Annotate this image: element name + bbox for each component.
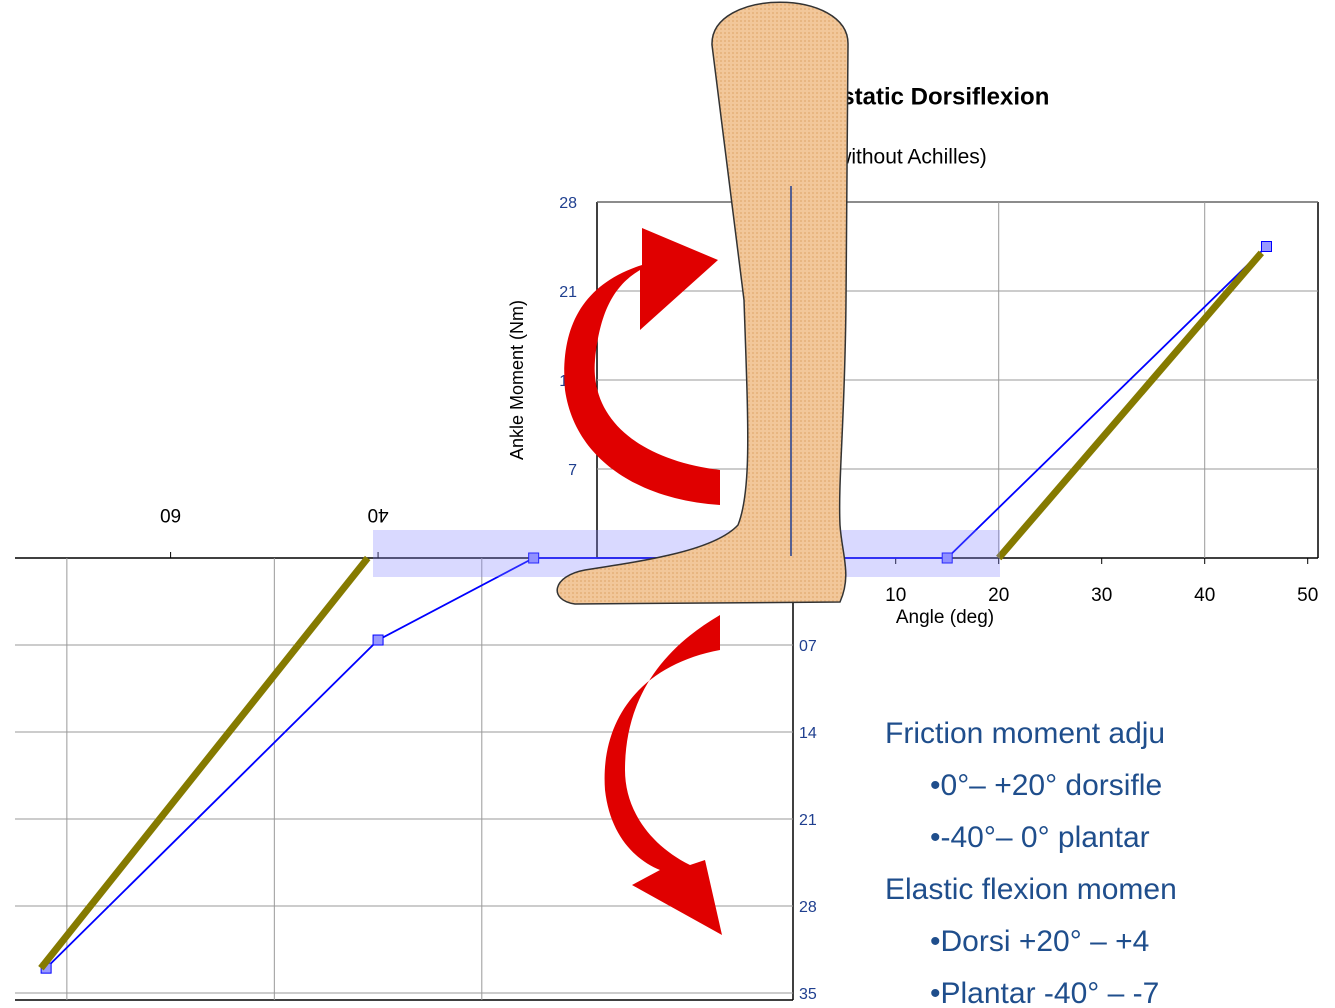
fit-line [996, 250, 1265, 561]
fit-line [38, 555, 371, 971]
y-tick-label: 28 [559, 195, 577, 212]
plantar-arrow [604, 615, 722, 935]
note-line: Friction moment adju [885, 717, 1165, 750]
leg-illustration [556, 1, 849, 605]
y-axis-title: Ankle Moment (Nm) [507, 300, 527, 460]
note-line: •Dorsi +20° – +4 [930, 925, 1149, 958]
note-line: •-40°– 0° plantar [930, 821, 1150, 854]
x-tick-label: 60 [160, 504, 181, 525]
note-line: •Plantar -40° – -7 [930, 977, 1159, 1008]
dorsi-arrow [564, 228, 720, 505]
data-point [372, 634, 384, 646]
y-tick-label: 28 [799, 899, 817, 916]
x-tick-label: 40 [1194, 585, 1215, 606]
y-tick-label: 7 [568, 462, 577, 479]
x-tick-label: 50 [1297, 585, 1318, 606]
data-line [792, 245, 1268, 559]
x-tick-label: 10 [885, 585, 906, 606]
y-tick-label: 21 [559, 284, 577, 301]
x-axis-title: Angle (deg) [896, 607, 994, 628]
note-line: •0°– +20° dorsifle [930, 769, 1162, 802]
note-line: Elastic flexion momen [885, 873, 1177, 906]
data-point [528, 552, 540, 564]
x-tick-label: 30 [1091, 585, 1112, 606]
y-tick-label: 14 [799, 725, 817, 742]
data-point [1261, 241, 1272, 252]
x-tick-label: 20 [988, 585, 1009, 606]
y-tick-label: 35 [799, 986, 817, 1003]
data-point [941, 552, 953, 564]
y-tick-label: 21 [799, 812, 817, 829]
y-tick-label: 07 [799, 638, 817, 655]
x-tick-label: 40 [367, 504, 388, 525]
chart-subtitle: (without Achilles) [829, 146, 987, 169]
